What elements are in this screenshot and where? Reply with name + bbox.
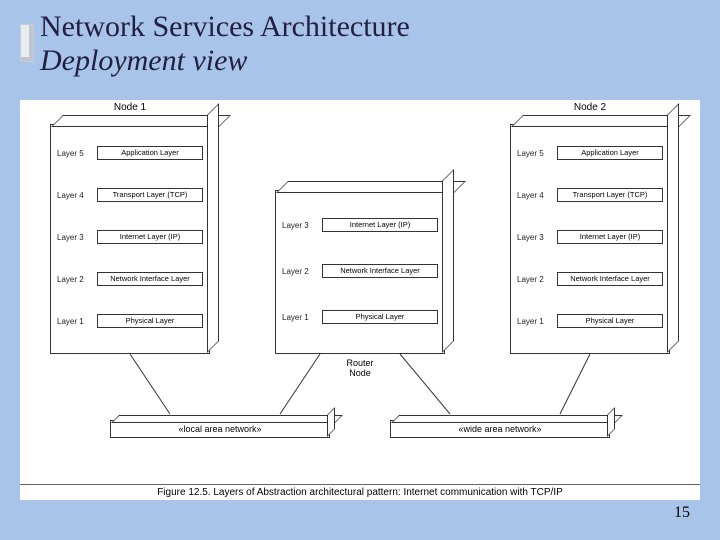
router-layer3-row: Layer 3 Internet Layer (IP) bbox=[282, 205, 438, 245]
node1-layer4-row: Layer 4 Transport Layer (TCP) bbox=[57, 177, 203, 213]
node2-layer5-box: Application Layer bbox=[557, 146, 663, 160]
node1-layer2-row: Layer 2 Network Interface Layer bbox=[57, 261, 203, 297]
node1-layer4-tag: Layer 4 bbox=[57, 191, 97, 200]
node1-layer3-tag: Layer 3 bbox=[57, 233, 97, 242]
title-bullet bbox=[20, 24, 34, 62]
node2-layer3-box: Internet Layer (IP) bbox=[557, 230, 663, 244]
node1-layer1-box: Physical Layer bbox=[97, 314, 203, 328]
router-layer1-tag: Layer 1 bbox=[282, 313, 322, 322]
node2-label: Node 2 bbox=[510, 102, 670, 113]
node1-layer2-tag: Layer 2 bbox=[57, 275, 97, 284]
node1-box: Layer 5 Application Layer Layer 4 Transp… bbox=[50, 124, 210, 354]
node2-layer3-row: Layer 3 Internet Layer (IP) bbox=[517, 219, 663, 255]
figure-caption: Figure 12.5. Layers of Abstraction archi… bbox=[20, 484, 700, 498]
node1-label: Node 1 bbox=[50, 102, 210, 113]
node1-layer3-box: Internet Layer (IP) bbox=[97, 230, 203, 244]
node2-layer3-tag: Layer 3 bbox=[517, 233, 557, 242]
router-layer1-row: Layer 1 Physical Layer bbox=[282, 297, 438, 337]
node1-layer3-row: Layer 3 Internet Layer (IP) bbox=[57, 219, 203, 255]
node1-layer5-tag: Layer 5 bbox=[57, 149, 97, 158]
node1-layer1-tag: Layer 1 bbox=[57, 317, 97, 326]
figure-area: Node 1 Layer 5 Application Layer Layer 4… bbox=[20, 100, 700, 500]
router-layer3-tag: Layer 3 bbox=[282, 221, 322, 230]
lan-bar: «local area network» bbox=[110, 420, 330, 438]
router-layer1-box: Physical Layer bbox=[322, 310, 438, 324]
node1-layer1-row: Layer 1 Physical Layer bbox=[57, 303, 203, 339]
node2-layer2-row: Layer 2 Network Interface Layer bbox=[517, 261, 663, 297]
node2-layer1-tag: Layer 1 bbox=[517, 317, 557, 326]
node1-layer2-box: Network Interface Layer bbox=[97, 272, 203, 286]
node2-layer4-box: Transport Layer (TCP) bbox=[557, 188, 663, 202]
title-line-1: Network Services Architecture bbox=[40, 10, 410, 44]
wan-bar: «wide area network» bbox=[390, 420, 610, 438]
node1-layer5-row: Layer 5 Application Layer bbox=[57, 135, 203, 171]
router-label: Router Node bbox=[275, 358, 445, 378]
router-layer3-box: Internet Layer (IP) bbox=[322, 218, 438, 232]
node2-box: Layer 5 Application Layer Layer 4 Transp… bbox=[510, 124, 670, 354]
node2-layer4-row: Layer 4 Transport Layer (TCP) bbox=[517, 177, 663, 213]
node1-layer4-box: Transport Layer (TCP) bbox=[97, 188, 203, 202]
router-layer2-row: Layer 2 Network Interface Layer bbox=[282, 251, 438, 291]
router-layer2-tag: Layer 2 bbox=[282, 267, 322, 276]
router-layer2-box: Network Interface Layer bbox=[322, 264, 438, 278]
page-number: 15 bbox=[674, 504, 690, 522]
node2-layer2-box: Network Interface Layer bbox=[557, 272, 663, 286]
node2-layer5-tag: Layer 5 bbox=[517, 149, 557, 158]
node2-layer1-row: Layer 1 Physical Layer bbox=[517, 303, 663, 339]
title-line-2: Deployment view bbox=[40, 44, 410, 78]
node2-layer5-row: Layer 5 Application Layer bbox=[517, 135, 663, 171]
node1-layer5-box: Application Layer bbox=[97, 146, 203, 160]
node2-layer1-box: Physical Layer bbox=[557, 314, 663, 328]
node2-layer4-tag: Layer 4 bbox=[517, 191, 557, 200]
router-box: Layer 3 Internet Layer (IP) Layer 2 Netw… bbox=[275, 190, 445, 354]
slide-title: Network Services Architecture Deployment… bbox=[40, 10, 410, 78]
node2-layer2-tag: Layer 2 bbox=[517, 275, 557, 284]
